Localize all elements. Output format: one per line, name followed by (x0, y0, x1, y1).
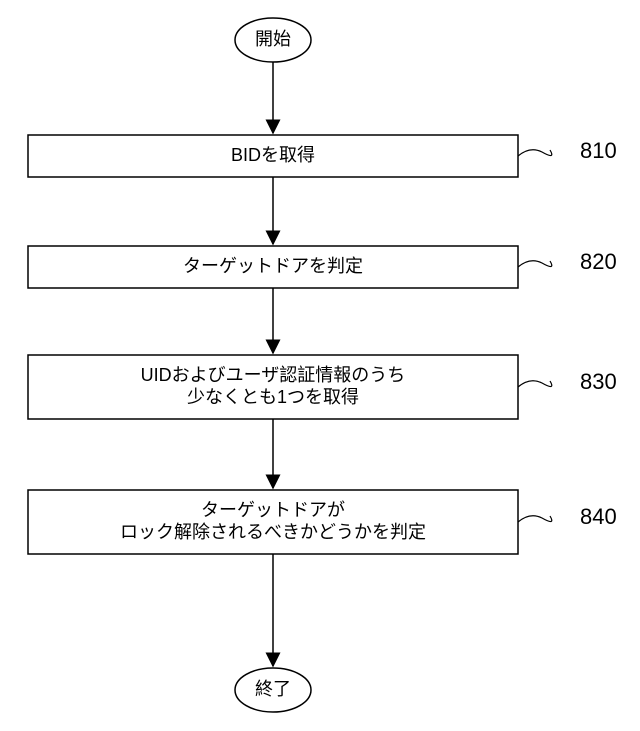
step-840: ターゲットドアがロック解除されるべきかどうかを判定 (28, 490, 518, 554)
step-840-line-0: ターゲットドアが (201, 500, 345, 520)
start-terminal: 開始 (235, 18, 311, 62)
ref-810: 810 (580, 138, 617, 163)
leader-820: 820 (518, 249, 617, 274)
end-label: 終了 (255, 679, 291, 699)
step-840-line-1: ロック解除されるべきかどうかを判定 (120, 522, 426, 542)
start-label: 開始 (255, 29, 291, 49)
ref-820: 820 (580, 249, 617, 274)
leader-840: 840 (518, 504, 617, 529)
end-terminal: 終了 (235, 668, 311, 712)
step-820-line-0: ターゲットドアを判定 (183, 256, 363, 276)
step-810-line-0: BIDを取得 (231, 145, 315, 165)
ref-830: 830 (580, 369, 617, 394)
flowchart-canvas: 開始終了 BIDを取得ターゲットドアを判定 UIDおよびユーザ認証情報のうち少なくと… (0, 0, 640, 731)
ref-840: 840 (580, 504, 617, 529)
leader-810: 810 (518, 138, 617, 163)
step-830-line-0: UIDおよびユーザ認証情報のうち (141, 365, 406, 385)
step-820: ターゲットドアを判定 (28, 246, 518, 288)
step-830-line-1: 少なくとも1つを取得 (187, 387, 359, 407)
step-810: BIDを取得 (28, 135, 518, 177)
step-830: UIDおよびユーザ認証情報のうち少なくとも1つを取得 (28, 355, 518, 419)
leader-830: 830 (518, 369, 617, 394)
